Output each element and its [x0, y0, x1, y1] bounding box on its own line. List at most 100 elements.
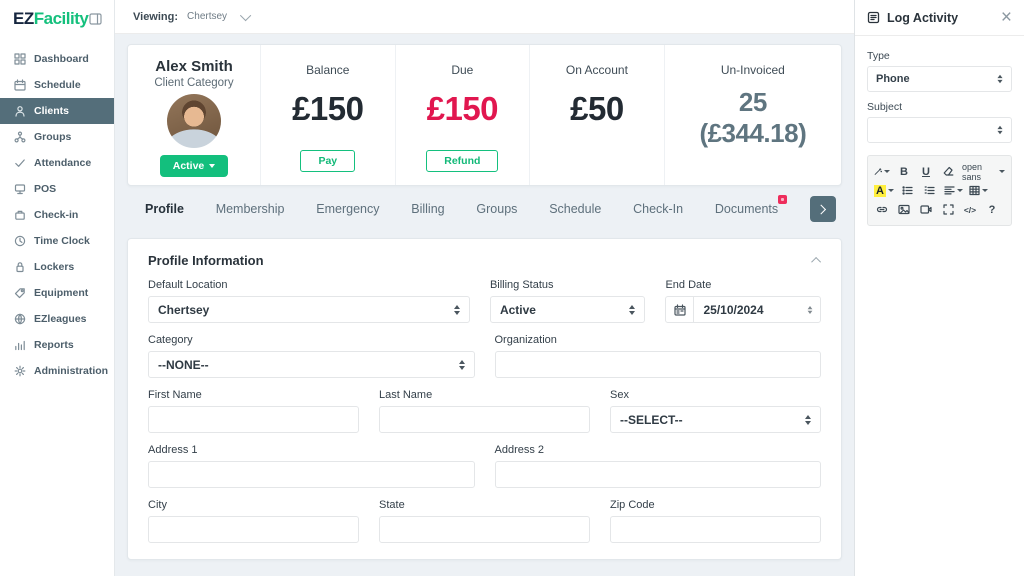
- log-editor-area[interactable]: [867, 228, 1012, 567]
- attendance-icon: [14, 157, 26, 169]
- groups-icon: [14, 131, 26, 143]
- documents-badge: [778, 195, 788, 204]
- ordered-list-icon[interactable]: [922, 182, 938, 199]
- pay-button[interactable]: Pay: [300, 150, 356, 172]
- dashboard-icon: [14, 53, 26, 65]
- tab-emergency[interactable]: Emergency: [316, 202, 380, 216]
- zip-code-input[interactable]: [620, 517, 811, 542]
- sidebar-item-reports[interactable]: Reports: [0, 332, 114, 358]
- sidebar-item-label: Check-in: [34, 209, 79, 221]
- tab-profile[interactable]: Profile: [145, 202, 184, 216]
- administration-icon: [14, 365, 26, 377]
- sidebar-item-pos[interactable]: POS: [0, 176, 114, 202]
- calendar-icon[interactable]: [666, 297, 695, 322]
- eraser-icon[interactable]: [940, 163, 956, 180]
- category-select[interactable]: --NONE--: [148, 351, 475, 378]
- lockers-icon: [14, 261, 26, 273]
- tabs-next-button[interactable]: [809, 196, 836, 222]
- collapse-chevron-up-icon[interactable]: [811, 256, 822, 267]
- link-icon[interactable]: [874, 201, 890, 218]
- tab-membership[interactable]: Membership: [215, 202, 285, 216]
- default-location-select[interactable]: Chertsey: [148, 296, 470, 323]
- sidebar-item-label: Equipment: [34, 287, 89, 299]
- profile-information-card: Profile Information Default Location Che…: [127, 238, 842, 560]
- sidebar-item-time-clock[interactable]: Time Clock: [0, 228, 114, 254]
- profile-information-title: Profile Information: [148, 253, 264, 268]
- sidebar-item-clients[interactable]: Clients: [0, 98, 114, 124]
- sidebar-item-label: Groups: [34, 131, 72, 143]
- tab-check-in[interactable]: Check-In: [633, 202, 684, 216]
- address2-input[interactable]: [504, 462, 811, 487]
- viewing-chevron-down-icon[interactable]: [239, 9, 252, 21]
- sidebar-item-check-in[interactable]: Check-in: [0, 202, 114, 228]
- last-name-input[interactable]: [389, 407, 580, 432]
- billing-status-field: Billing Status Active: [489, 279, 646, 323]
- sidebar-item-attendance[interactable]: Attendance: [0, 150, 114, 176]
- type-select[interactable]: Phone: [867, 66, 1012, 92]
- address1-input-wrap: [148, 461, 475, 488]
- table-icon[interactable]: [969, 182, 988, 199]
- stat-value: £150: [426, 90, 499, 127]
- sidebar-item-label: Time Clock: [34, 235, 90, 247]
- sidebar-item-lockers[interactable]: Lockers: [0, 254, 114, 280]
- city-field: City: [148, 499, 359, 543]
- address1-input[interactable]: [158, 462, 465, 487]
- equipment-icon: [14, 287, 26, 299]
- last-name-field: Last Name: [379, 389, 590, 433]
- tab-billing[interactable]: Billing: [411, 202, 445, 216]
- reports-icon: [14, 339, 26, 351]
- sidebar-collapse-icon[interactable]: [89, 13, 102, 25]
- chevron-right-icon: [816, 204, 827, 214]
- font-color-button[interactable]: A: [874, 182, 894, 199]
- fullscreen-icon[interactable]: [940, 201, 956, 218]
- stat-label: Balance: [306, 63, 350, 77]
- sidebar-item-administration[interactable]: Administration: [0, 358, 114, 384]
- billing-status-select[interactable]: Active: [489, 296, 646, 323]
- sidebar-item-label: EZleagues: [34, 313, 87, 325]
- sidebar-item-label: Lockers: [34, 261, 75, 273]
- unordered-list-icon[interactable]: [900, 182, 916, 199]
- sidebar-item-dashboard[interactable]: Dashboard: [0, 46, 114, 72]
- ezfacility-logo[interactable]: EZFacility: [13, 9, 89, 28]
- organization-input[interactable]: [504, 352, 811, 377]
- client-avatar[interactable]: [167, 94, 221, 148]
- organization-input-wrap: [494, 351, 821, 378]
- select-stepper-icon: [458, 359, 465, 370]
- video-icon[interactable]: [918, 201, 934, 218]
- first-name-input-wrap: [148, 406, 359, 433]
- refund-button[interactable]: Refund: [426, 150, 499, 172]
- last-name-input-wrap: [379, 406, 590, 433]
- viewing-location-value[interactable]: Chertsey: [187, 11, 228, 22]
- help-icon[interactable]: ?: [988, 203, 996, 216]
- tab-groups[interactable]: Groups: [476, 202, 518, 216]
- select-stepper-icon: [805, 414, 811, 425]
- close-icon[interactable]: ×: [1000, 7, 1012, 28]
- client-status-button[interactable]: Active: [159, 155, 229, 177]
- first-name-input[interactable]: [158, 407, 349, 432]
- address2-field: Address 2: [494, 444, 821, 488]
- sidebar-item-groups[interactable]: Groups: [0, 124, 114, 150]
- sex-select[interactable]: --SELECT--: [610, 406, 821, 433]
- state-input[interactable]: [389, 517, 580, 542]
- end-date-input[interactable]: 25/10/2024: [665, 296, 821, 323]
- client-summary-card: Alex Smith Client Category Active Balanc…: [127, 44, 842, 186]
- viewing-label: Viewing:: [133, 10, 179, 23]
- city-input[interactable]: [158, 517, 349, 542]
- subject-select[interactable]: [867, 117, 1012, 143]
- underline-button[interactable]: U: [922, 165, 930, 178]
- align-icon[interactable]: [944, 182, 963, 199]
- bold-button[interactable]: B: [900, 165, 908, 178]
- tab-schedule[interactable]: Schedule: [549, 202, 602, 216]
- default-location-field: Default Location Chertsey: [148, 279, 470, 323]
- magic-wand-icon[interactable]: [874, 163, 890, 180]
- address2-input-wrap: [494, 461, 821, 488]
- main-content: Alex Smith Client Category Active Balanc…: [115, 34, 854, 576]
- sidebar-item-ezleagues[interactable]: EZleagues: [0, 306, 114, 332]
- sidebar-item-schedule[interactable]: Schedule: [0, 72, 114, 98]
- sidebar-item-equipment[interactable]: Equipment: [0, 280, 114, 306]
- sidebar-item-label: POS: [34, 183, 57, 195]
- code-view-icon[interactable]: </>: [963, 204, 977, 215]
- tab-documents[interactable]: Documents: [715, 195, 788, 216]
- image-icon[interactable]: [896, 201, 912, 218]
- font-family-select[interactable]: open sans: [962, 162, 1005, 182]
